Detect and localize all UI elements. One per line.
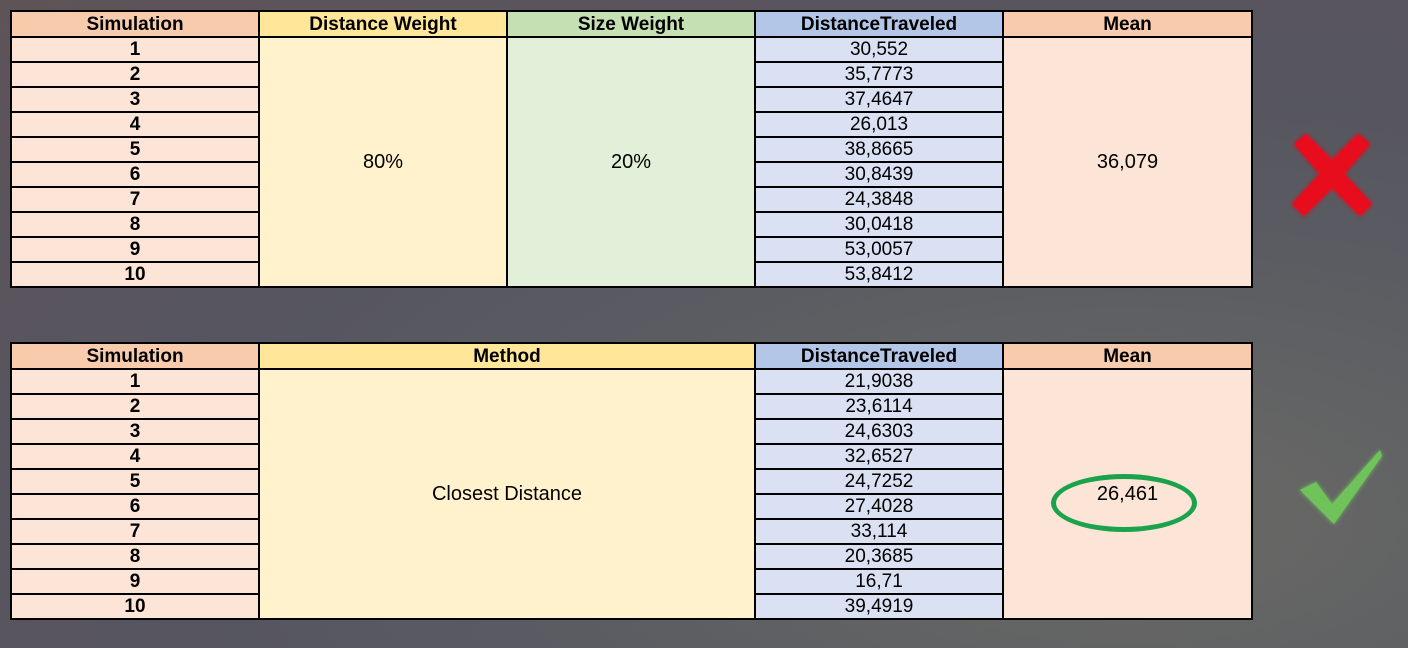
simulation-number: 6 bbox=[10, 161, 260, 188]
simulation-number: 4 bbox=[10, 443, 260, 470]
simulation-number: 2 bbox=[10, 61, 260, 88]
simulation-number: 7 bbox=[10, 186, 260, 213]
header-method: Method bbox=[258, 342, 756, 370]
table-header-row: Simulation Method DistanceTraveled Mean bbox=[10, 342, 1253, 370]
table-row: 7 33,114 bbox=[10, 518, 1252, 545]
simulation-number: 3 bbox=[10, 86, 260, 113]
table-row: 1 Closest Distance 21,9038 26,461 bbox=[10, 368, 1253, 620]
table-row: 7 24,3848 bbox=[10, 186, 1252, 213]
simulation-number: 4 bbox=[10, 111, 260, 138]
distance-traveled-value: 20,3685 bbox=[754, 543, 1004, 570]
simulation-number: 3 bbox=[10, 418, 260, 445]
table-row: 3 24,6303 bbox=[10, 418, 1252, 445]
simulation-number: 10 bbox=[10, 261, 260, 288]
distance-traveled-value: 24,7252 bbox=[754, 468, 1004, 495]
table-row: 2 35,7773 bbox=[10, 61, 1252, 88]
table-row: 8 20,3685 bbox=[10, 543, 1252, 570]
distance-traveled-value: 16,71 bbox=[754, 568, 1004, 595]
simulation-number: 6 bbox=[10, 493, 260, 520]
distance-traveled-value: 53,8412 bbox=[754, 261, 1004, 288]
distance-traveled-value: 53,0057 bbox=[754, 236, 1004, 263]
header-mean: Mean bbox=[1002, 10, 1253, 38]
table-row: 5 38,8665 bbox=[10, 136, 1252, 163]
table-row: 9 53,0057 bbox=[10, 236, 1252, 263]
simulation-number: 2 bbox=[10, 393, 260, 420]
distance-traveled-value: 33,114 bbox=[754, 518, 1004, 545]
simulation-number: 9 bbox=[10, 568, 260, 595]
simulation-number: 1 bbox=[10, 368, 260, 395]
table-row: 1 80% 20% 30,552 36,079 bbox=[10, 36, 1253, 288]
distance-traveled-value: 27,4028 bbox=[754, 493, 1004, 520]
distance-traveled-value: 38,8665 bbox=[754, 136, 1004, 163]
distance-weight-value: 80% bbox=[258, 36, 508, 288]
distance-traveled-value: 24,6303 bbox=[754, 418, 1004, 445]
distance-traveled-value: 30,8439 bbox=[754, 161, 1004, 188]
method-value: Closest Distance bbox=[258, 368, 756, 620]
distance-traveled-value: 24,3848 bbox=[754, 186, 1004, 213]
cross-icon bbox=[1292, 134, 1372, 216]
simulation-number: 7 bbox=[10, 518, 260, 545]
table-row: 6 30,8439 bbox=[10, 161, 1252, 188]
table-row: 6 27,4028 bbox=[10, 493, 1252, 520]
simulation-number: 1 bbox=[10, 36, 260, 63]
table-row: 3 37,4647 bbox=[10, 86, 1252, 113]
distance-traveled-value: 30,0418 bbox=[754, 211, 1004, 238]
distance-traveled-value: 35,7773 bbox=[754, 61, 1004, 88]
header-simulation: Simulation bbox=[10, 342, 260, 370]
simulation-number: 8 bbox=[10, 543, 260, 570]
simulation-number: 9 bbox=[10, 236, 260, 263]
table-row: 10 39,4919 bbox=[10, 593, 1252, 620]
header-size-weight: Size Weight bbox=[506, 10, 756, 38]
distance-traveled-value: 23,6114 bbox=[754, 393, 1004, 420]
table-row: 4 26,013 bbox=[10, 111, 1252, 138]
mean-value: 36,079 bbox=[1002, 36, 1253, 288]
distance-traveled-value: 32,6527 bbox=[754, 443, 1004, 470]
distance-traveled-value: 26,013 bbox=[754, 111, 1004, 138]
header-mean: Mean bbox=[1002, 342, 1253, 370]
simulation-table-closest-distance: Simulation Method DistanceTraveled Mean … bbox=[10, 342, 1253, 620]
table-header-row: Simulation Distance Weight Size Weight D… bbox=[10, 10, 1253, 38]
table-row: 2 23,6114 bbox=[10, 393, 1252, 420]
simulation-number: 8 bbox=[10, 211, 260, 238]
simulation-number: 10 bbox=[10, 593, 260, 620]
distance-traveled-value: 39,4919 bbox=[754, 593, 1004, 620]
mean-highlight-circle bbox=[1051, 474, 1197, 532]
header-distance-traveled: DistanceTraveled bbox=[754, 342, 1004, 370]
table-row: 8 30,0418 bbox=[10, 211, 1252, 238]
table-row: 5 24,7252 bbox=[10, 468, 1252, 495]
header-simulation: Simulation bbox=[10, 10, 260, 38]
header-distance-weight: Distance Weight bbox=[258, 10, 508, 38]
distance-traveled-value: 30,552 bbox=[754, 36, 1004, 63]
table-row: 4 32,6527 bbox=[10, 443, 1252, 470]
simulation-number: 5 bbox=[10, 468, 260, 495]
simulation-number: 5 bbox=[10, 136, 260, 163]
simulation-table-weighted: Simulation Distance Weight Size Weight D… bbox=[10, 10, 1253, 288]
distance-traveled-value: 21,9038 bbox=[754, 368, 1004, 395]
size-weight-value: 20% bbox=[506, 36, 756, 288]
distance-traveled-value: 37,4647 bbox=[754, 86, 1004, 113]
table-row: 10 53,8412 bbox=[10, 261, 1252, 288]
table-row: 9 16,71 bbox=[10, 568, 1252, 595]
checkmark-icon bbox=[1300, 450, 1382, 524]
header-distance-traveled: DistanceTraveled bbox=[754, 10, 1004, 38]
